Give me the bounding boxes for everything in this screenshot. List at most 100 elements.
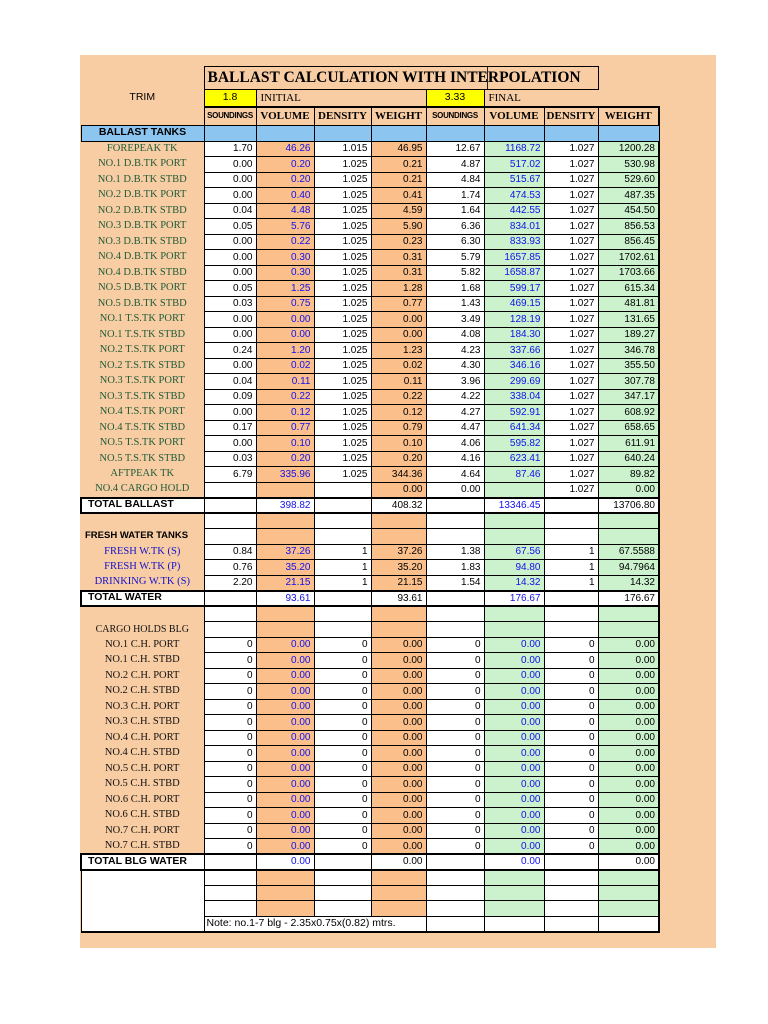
cell-final-volume: 0.00	[483, 652, 545, 669]
tank-row: NO.3 D.B.TK STBD 0.00 0.22 1.025 0.23 6.30 833…	[81, 233, 660, 250]
cell-initial-soundings: 0	[203, 822, 257, 839]
cell-initial-weight: 408.32	[370, 496, 427, 514]
cell-final-density	[543, 915, 599, 933]
cell-final-volume: 834.01	[483, 218, 545, 235]
cell-final-weight: 0.00	[597, 807, 660, 824]
cell-initial-weight: 0.02	[370, 357, 427, 374]
cell-initial-soundings: 0.00	[203, 233, 257, 250]
tank-name: NO.1 C.H. STBD	[104, 654, 180, 666]
cell-initial-soundings	[203, 884, 257, 901]
cell-final-density: 1.027	[543, 295, 599, 312]
cell-initial-density: 0	[313, 729, 372, 746]
cell-initial-volume: 4.48	[255, 202, 315, 219]
cell-final-soundings: 0	[425, 745, 485, 762]
cell-initial-weight: 0.21	[370, 171, 427, 188]
cell-initial-soundings	[203, 528, 257, 545]
tank-row: NO.5 C.H. PORT 0 0.00 0 0.00 0 0.00 0 0.00	[81, 760, 660, 777]
cell-final-weight: 89.82	[597, 466, 660, 483]
tank-row: NO.2 C.H. STBD 0 0.00 0 0.00 0 0.00 0 0.00	[81, 683, 660, 700]
cell-final-weight	[597, 884, 660, 901]
tank-name: NO.5 C.H. STBD	[104, 778, 180, 790]
section-header-cell	[203, 125, 257, 142]
cell-initial-volume: 0.20	[255, 450, 315, 467]
cell-final-weight: 487.35	[597, 187, 660, 204]
cell-initial-volume: 0.77	[255, 419, 315, 436]
cell-initial-soundings: 0.84	[203, 543, 257, 560]
tank-row: NO.6 C.H. STBD 0 0.00 0 0.00 0 0.00 0 0.00	[81, 807, 660, 824]
tank-name: NO.3 C.H. STBD	[104, 716, 180, 728]
tank-row: NO.1 T.S.TK STBD 0.00 0.00 1.025 0.00 4.08 184…	[81, 326, 660, 343]
trim-gap	[371, 90, 426, 107]
cell-initial-volume: 0.00	[255, 807, 315, 824]
tank-name: NO.4 C.H. STBD	[104, 747, 180, 759]
cell-initial-weight: 0.00	[370, 791, 427, 808]
tank-name: NO.2 C.H. PORT	[105, 669, 180, 681]
cell-initial-soundings: 0.00	[203, 404, 257, 421]
cell-final-density: 0	[543, 652, 599, 669]
tank-row: NO.5 C.H. STBD 0 0.00 0 0.00 0 0.00 0 0.00	[81, 776, 660, 793]
bottom-label-box	[80, 869, 205, 933]
cell-final-volume: 1658.87	[483, 264, 545, 281]
tank-row: NO.2 T.S.TK PORT 0.24 1.20 1.025 1.23 4.23 337…	[81, 342, 660, 359]
cell-final-density	[543, 853, 599, 871]
cell-initial-density: 1.025	[313, 311, 372, 328]
section-header-cell	[597, 125, 660, 142]
cell-final-volume: 592.91	[483, 404, 545, 421]
cell-final-density: 1.027	[543, 388, 599, 405]
tank-row: NO.2 T.S.TK STBD 0.00 0.02 1.025 0.02 4.30 346…	[81, 357, 660, 374]
cell-final-weight: 0.00	[597, 838, 660, 855]
title-row: BALLAST CALCULATION WITH INTERPOLATION	[81, 66, 659, 90]
final-label: FINAL	[488, 91, 521, 104]
tank-row: NO.5 D.B.TK PORT 0.05 1.25 1.025 1.28 1.68 599…	[81, 280, 660, 297]
cell-initial-density: 1.025	[313, 264, 372, 281]
tank-row: NO.2 D.B.TK STBD 0.04 4.48 1.025 4.59 1.64 442…	[81, 202, 660, 219]
cell-final-soundings: 1.74	[425, 187, 485, 204]
section-label-row: CARGO HOLDS BLG	[81, 621, 660, 638]
cell-initial-density: 0	[313, 776, 372, 793]
cell-initial-soundings: 0	[203, 683, 257, 700]
cell-final-density	[543, 512, 599, 529]
tank-name: NO.4 T.S.TK STBD	[99, 421, 186, 433]
cell-final-soundings	[425, 869, 485, 886]
cell-final-weight: 0.00	[597, 652, 660, 669]
cell-final-soundings: 4.87	[425, 156, 485, 173]
cell-initial-density	[313, 605, 372, 622]
cell-initial-weight: 1.23	[370, 342, 427, 359]
cell-final-weight: 13706.80	[597, 496, 660, 514]
cell-final-volume: 474.53	[483, 187, 545, 204]
column-header-final-soundings: SOUNDINGS	[425, 105, 485, 126]
cell-final-volume	[483, 915, 545, 933]
cell-initial-volume: 0.00	[255, 326, 315, 343]
spacer-label	[81, 606, 204, 622]
cell-initial-soundings	[203, 496, 257, 514]
tank-row: NO.3 C.H. STBD 0 0.00 0 0.00 0 0.00 0 0.00	[81, 714, 660, 731]
cell-final-weight: 0.00	[597, 776, 660, 793]
cell-initial-density: 1.025	[313, 466, 372, 483]
cell-final-weight: 0.00	[597, 667, 660, 684]
cell-final-weight: 608.92	[597, 404, 660, 421]
tank-row: NO.5 T.S.TK STBD 0.03 0.20 1.025 0.20 4.16 623…	[81, 450, 660, 467]
cell-initial-weight: 0.00	[370, 714, 427, 731]
column-header-initial-density: DENSITY	[313, 105, 372, 126]
cell-initial-soundings	[203, 512, 257, 529]
cell-final-volume: 14.32	[483, 574, 545, 591]
cell-initial-weight: 93.61	[370, 589, 427, 607]
tank-row: NO.3 T.S.TK STBD 0.09 0.22 1.025 0.22 4.22 338…	[81, 388, 660, 405]
cell-final-volume: 641.34	[483, 419, 545, 436]
cell-initial-density	[313, 496, 372, 514]
cell-initial-weight: 35.20	[370, 559, 427, 576]
cell-final-density: 1.027	[543, 466, 599, 483]
cell-final-soundings	[425, 496, 485, 514]
tank-name: NO.1 D.B.TK STBD	[97, 173, 187, 185]
cell-final-soundings	[425, 900, 485, 917]
cell-initial-weight: 1.28	[370, 280, 427, 297]
total-label: TOTAL WATER	[80, 589, 205, 607]
tank-row: NO.1 D.B.TK PORT 0.00 0.20 1.025 0.21 4.87 517…	[81, 156, 660, 173]
cell-initial-volume: 0.30	[255, 264, 315, 281]
cell-initial-density: 1.025	[313, 373, 372, 390]
column-header-final-weight: WEIGHT	[597, 105, 660, 126]
cell-initial-weight: 0.00	[370, 652, 427, 669]
cell-initial-soundings: 1.70	[203, 140, 257, 157]
cell-final-weight	[597, 605, 660, 622]
cell-final-density: 0	[543, 838, 599, 855]
